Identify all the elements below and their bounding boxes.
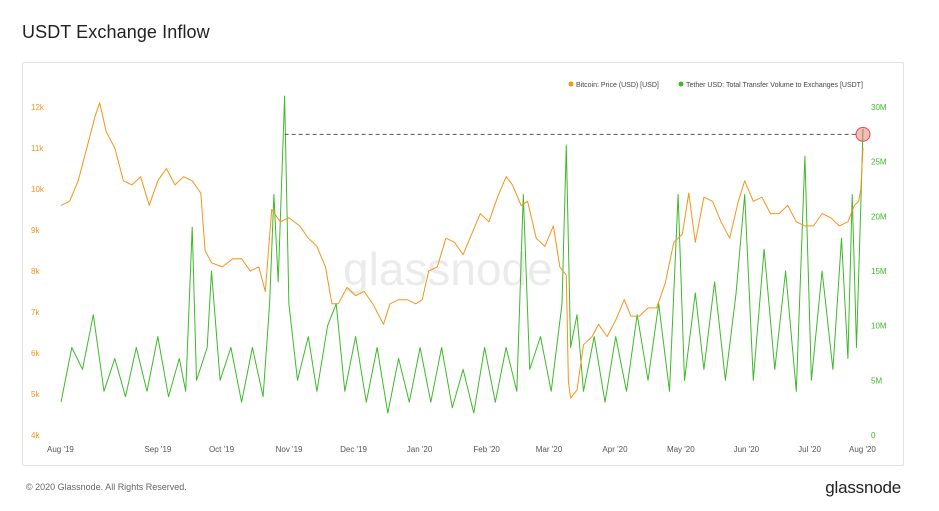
y-right-tick-label: 15M [871, 267, 887, 276]
copyright-text: © 2020 Glassnode. All Rights Reserved. [26, 482, 187, 492]
btc-price-line [60, 102, 864, 399]
y-right-tick-label: 20M [871, 212, 887, 221]
x-tick-label: Jun '20 [734, 445, 760, 454]
legend-dot[interactable] [678, 81, 684, 87]
y-right-tick-label: 25M [871, 158, 887, 167]
y-left-tick-label: 7k [31, 308, 40, 317]
x-tick-label: Oct '19 [209, 445, 235, 454]
y-left-tick-label: 12k [31, 103, 45, 112]
x-tick-label: Aug '19 [47, 445, 74, 454]
chart-card: glassnode 4k 5k 6k 7k 8k 9k 10k 11k 12k 0 5M 10M 15M… [22, 62, 904, 466]
x-tick-label: Sep '19 [144, 445, 171, 454]
page-title: USDT Exchange Inflow [22, 22, 210, 42]
y-left-tick-label: 8k [31, 267, 40, 276]
y-right-tick-label: 30M [871, 103, 887, 112]
y-left-tick-label: 6k [31, 349, 40, 358]
legend-label[interactable]: Tether USD: Total Transfer Volume to Exc… [686, 82, 863, 89]
legend[interactable]: Bitcoin: Price (USD) [USD] Tether USD: To… [568, 81, 863, 90]
legend-label[interactable]: Bitcoin: Price (USD) [USD] [576, 82, 659, 89]
y-left-tick-label: 11k [31, 144, 44, 153]
x-tick-label: Jan '20 [407, 445, 433, 454]
usdt-series [60, 95, 864, 414]
y-left-tick-label: 10k [31, 185, 45, 194]
y-right-tick-label: 10M [871, 322, 887, 331]
x-tick-label: Aug '20 [849, 445, 876, 454]
watermark: glassnode [343, 243, 553, 295]
watermark-text: glassnode [343, 243, 553, 295]
brand-logo[interactable]: glassnode [825, 478, 901, 497]
x-tick-label: Dec '19 [340, 445, 367, 454]
btc-series [60, 102, 864, 399]
y-left-tick-label: 9k [31, 226, 40, 235]
y-left-tick-label: 5k [31, 390, 40, 399]
usdt-line [60, 95, 864, 414]
x-tick-label: Apr '20 [602, 445, 628, 454]
axes: 4k 5k 6k 7k 8k 9k 10k 11k 12k 0 5M 10M 15M 20M 25M 30M A… [31, 103, 887, 454]
y-left-tick-label: 4k [31, 431, 40, 440]
x-tick-label: Feb '20 [473, 445, 500, 454]
x-tick-label: Nov '19 [276, 445, 303, 454]
y-right-tick-label: 5M [871, 376, 882, 385]
chart-svg: glassnode 4k 5k 6k 7k 8k 9k 10k 11k 12k 0 5M 10M 15M… [31, 81, 887, 454]
x-tick-label: May '20 [667, 445, 695, 454]
y-right-tick-label: 0 [871, 431, 876, 440]
annotations [284, 126, 871, 142]
legend-dot[interactable] [568, 81, 574, 87]
highlight-circle [855, 126, 871, 142]
x-tick-label: Jul '20 [798, 445, 821, 454]
x-tick-label: Mar '20 [536, 445, 563, 454]
